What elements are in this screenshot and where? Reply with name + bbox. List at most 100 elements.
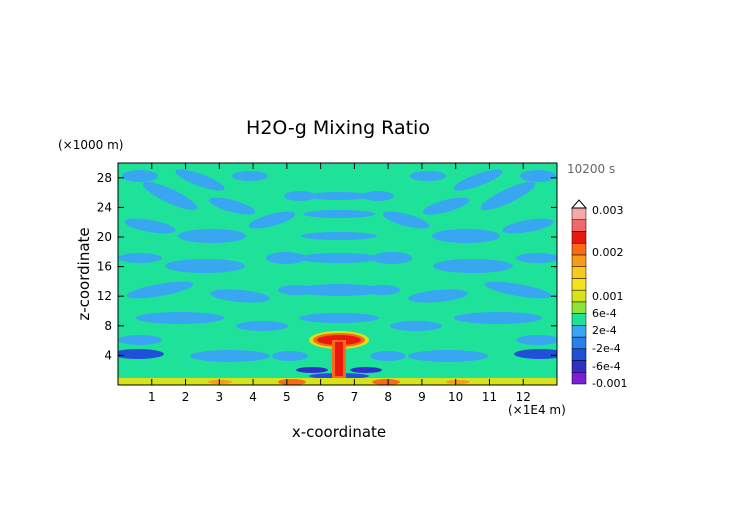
field-blob-44 [295,284,383,296]
y-axis: 4 8 12 16 20 24 28 [97,171,557,362]
field-blob-51 [278,379,306,385]
y-tick-label-3: 16 [97,260,112,274]
colorbar-label-6: -6e-4 [592,360,621,373]
plot-frame [117,162,558,386]
colorbar-swatch-1 [571,360,587,373]
colorbar-swatch-7 [571,289,587,303]
field-blob-38 [284,191,316,201]
field-blob-11 [382,211,430,229]
field-blob-45 [299,313,379,323]
colorbar: 0.003 0.002 0.001 6e-4 2e-4 -2e-4 -6e-4 -0.001 [570,199,627,390]
y-tick-label-5: 24 [97,200,112,214]
field-blob-2 [142,181,198,211]
heatmap-field [118,163,557,385]
x-tick-label-6: 7 [351,390,359,404]
field-blob-7 [502,218,554,234]
time-label: 10200 s [567,162,615,176]
x-tick-label-4: 5 [283,390,291,404]
field-blob-20 [210,289,270,303]
field-blob-13 [516,253,557,263]
field-blob-12 [118,253,162,263]
field-blob-4 [208,197,256,215]
x-tick-label-2: 3 [215,390,223,404]
colorbar-label-4: 2e-4 [592,324,617,337]
field-blob-28 [118,335,162,345]
colorbar-label-0: 0.003 [592,204,624,217]
field-blob-24 [136,312,224,324]
field-blob-6 [124,218,176,234]
field-blob-49 [350,367,382,373]
colorbar-swatch-5 [571,313,587,326]
colorbar-swatch-12 [571,231,587,244]
field-blob-39 [362,191,394,201]
field-blob-35 [410,171,446,181]
y-tick-label-2: 12 [97,289,112,303]
field-blob-8 [178,229,246,243]
colorbar-swatch-2 [571,348,587,361]
x-tick-label-3: 4 [249,390,257,404]
x-tick-label-7: 8 [384,390,392,404]
colorbar-label-3: 6e-4 [592,307,617,320]
colorbar-swatch-10 [571,254,587,267]
x-axis-label: x-coordinate [292,423,386,441]
field-blob-18 [126,281,194,299]
colorbar-swatch-6 [571,301,587,314]
y-tick-label-1: 8 [104,319,112,333]
x-tick-label-9: 10 [448,390,463,404]
field-blob-14 [165,259,245,273]
field-blob-34 [232,171,268,181]
y-unit-label: (×1000 m) [58,138,123,152]
field-blob-19 [484,281,552,299]
colorbar-swatch-3 [571,336,587,350]
x-tick-label-5: 6 [317,390,325,404]
y-tick-label-6: 28 [97,171,112,185]
y-tick-label-4: 20 [97,230,112,244]
colorbar-label-7: -0.001 [592,377,627,390]
plume-stem [335,342,343,376]
field-blob-37 [520,170,556,182]
x-axis: 1 2 3 4 5 6 7 8 9 10 11 12 [148,163,531,404]
chart-title: H2O-g Mixing Ratio [246,117,430,139]
field-blob-3 [480,181,536,211]
field-blob-17 [372,252,412,264]
y-tick-label-0: 4 [104,348,112,362]
field-blob-48 [296,367,328,373]
colorbar-swatch-9 [571,266,587,279]
colorbar-swatch-4 [571,325,587,338]
field-blob-16 [266,252,306,264]
colorbar-label-1: 0.002 [592,246,624,259]
field-blob-5 [422,197,470,215]
colorbar-label-2: 0.001 [592,290,624,303]
field-blob-30 [190,350,270,362]
field-blob-36 [122,170,158,182]
x-tick-label-0: 1 [148,390,156,404]
field-blob-53 [208,380,232,384]
surface-band [118,378,557,385]
colorbar-swatch-11 [571,242,587,256]
x-tick-label-11: 12 [516,390,531,404]
field-blob-21 [408,289,468,303]
field-blob-10 [248,211,296,229]
field-blob-33 [370,351,406,361]
field-blob-1 [453,169,503,191]
field-blob-46 [118,349,164,359]
field-blob-25 [454,312,542,324]
x-tick-label-1: 2 [182,390,190,404]
field-blob-15 [433,259,513,273]
colorbar-swatch-0 [571,372,587,385]
field-blob-54 [446,380,470,384]
colorbar-swatch-14 [571,207,587,220]
field-blob-42 [301,232,377,240]
field-blob-41 [303,210,375,218]
y-axis-label: z-coordinate [75,227,93,320]
field-blob-26 [236,321,288,331]
colorbar-swatch-13 [571,219,587,232]
field-blob-32 [272,351,308,361]
field-blob-31 [408,350,488,362]
field-blob-40 [307,192,371,200]
colorbar-over-arrow [570,199,588,209]
field-blob-29 [516,335,557,345]
field-blob-9 [432,229,500,243]
field-blob-0 [175,169,225,191]
